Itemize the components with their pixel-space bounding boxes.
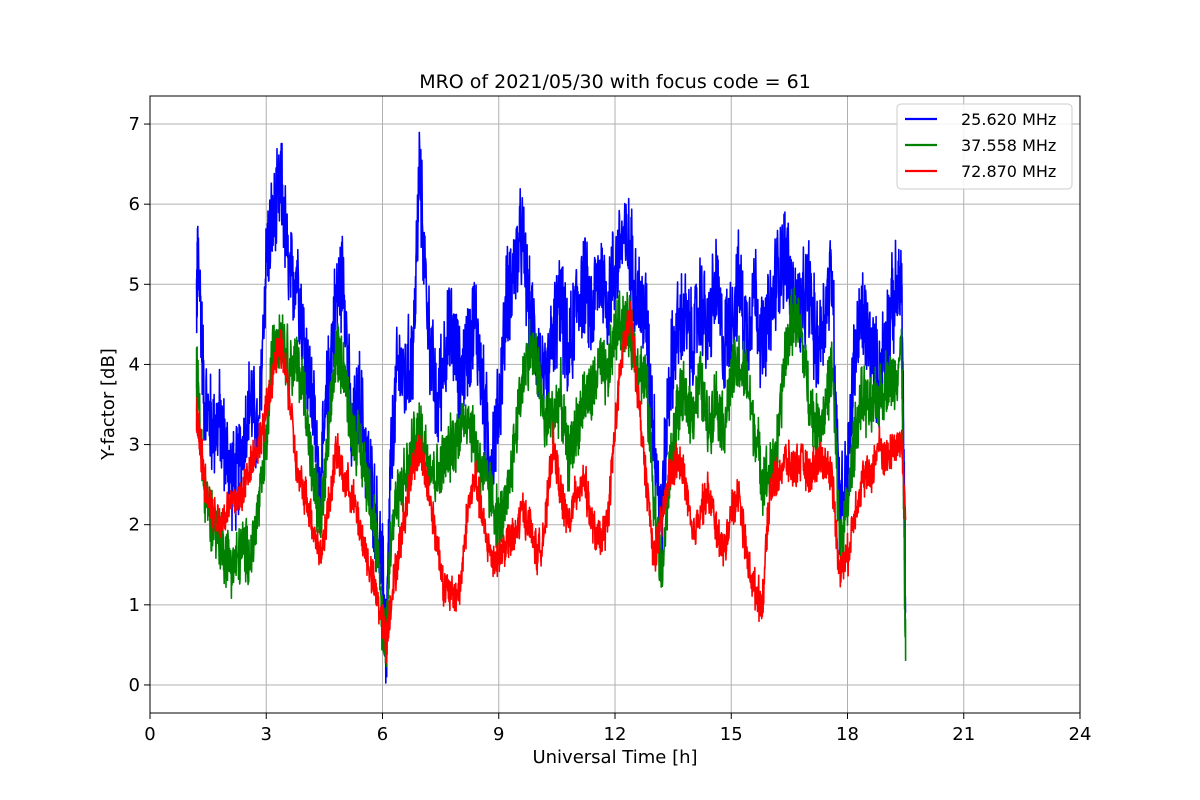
legend-label: 72.870 MHz	[961, 162, 1056, 181]
y-tick-label: 5	[129, 274, 140, 295]
x-tick-label: 12	[604, 724, 627, 745]
legend-box	[896, 103, 1073, 190]
y-tick-label: 4	[129, 354, 140, 375]
x-tick-label: 21	[952, 724, 975, 745]
x-tick-label: 3	[261, 724, 272, 745]
y-tick-label: 6	[129, 194, 140, 215]
y-axis-label: Y-factor [dB]	[98, 348, 119, 461]
y-tick-label: 2	[129, 515, 140, 536]
y-tick-label: 0	[129, 675, 140, 696]
x-tick-label: 24	[1069, 724, 1092, 745]
x-tick-label: 18	[836, 724, 859, 745]
x-axis-label: Universal Time [h]	[532, 747, 697, 768]
series-line	[195, 131, 907, 684]
x-tick-label: 0	[144, 724, 155, 745]
x-tick-label: 6	[377, 724, 388, 745]
legend-label: 37.558 MHz	[961, 136, 1056, 155]
y-tick-label: 3	[129, 435, 140, 456]
series-line	[195, 287, 907, 668]
legend: 25.620 MHz 37.558 MHz 72.870 MHz	[896, 103, 1073, 190]
series-layer	[195, 131, 907, 684]
series-line	[195, 300, 907, 664]
x-tick-label: 9	[493, 724, 504, 745]
chart-title: MRO of 2021/05/30 with focus code = 61	[419, 71, 811, 93]
y-tick-label: 7	[129, 114, 140, 135]
y-tick-label: 1	[129, 595, 140, 616]
legend-label: 25.620 MHz	[961, 110, 1056, 129]
x-tick-label: 15	[720, 724, 743, 745]
